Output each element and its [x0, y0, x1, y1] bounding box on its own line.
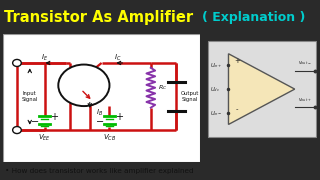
- Text: $+$: $+$: [50, 111, 59, 122]
- Text: $-$: $-$: [30, 115, 39, 125]
- Text: +: +: [234, 58, 240, 64]
- Circle shape: [13, 59, 21, 66]
- Text: Input
Signal: Input Signal: [21, 91, 38, 102]
- Circle shape: [13, 127, 21, 134]
- Text: Output
Signal: Output Signal: [181, 91, 199, 102]
- Text: $V_{EE}$: $V_{EE}$: [38, 133, 51, 143]
- Text: -: -: [236, 106, 239, 112]
- Text: $U_{in+}$: $U_{in+}$: [210, 61, 222, 69]
- Text: ( Explanation ): ( Explanation ): [202, 11, 305, 24]
- Text: $-$: $-$: [95, 115, 104, 125]
- Text: $R_C$: $R_C$: [158, 83, 167, 92]
- Text: $I_E$: $I_E$: [41, 53, 48, 63]
- Text: $I_C$: $I_C$: [114, 53, 121, 63]
- Text: • How does transistor works like amplifier explained: • How does transistor works like amplifi…: [5, 168, 194, 174]
- Text: $U_{dc}$: $U_{dc}$: [210, 85, 220, 94]
- Text: $I_B$: $I_B$: [96, 107, 103, 118]
- Text: $U_{in-}$: $U_{in-}$: [210, 109, 222, 118]
- Text: $v_{out-}$: $v_{out-}$: [298, 59, 311, 67]
- Polygon shape: [228, 54, 295, 124]
- Text: $+$: $+$: [115, 111, 124, 122]
- Circle shape: [58, 65, 109, 106]
- Text: Transistor As Amplifier: Transistor As Amplifier: [4, 10, 193, 25]
- Text: $V_{CB}$: $V_{CB}$: [103, 133, 116, 143]
- Text: $v_{out+}$: $v_{out+}$: [298, 96, 311, 104]
